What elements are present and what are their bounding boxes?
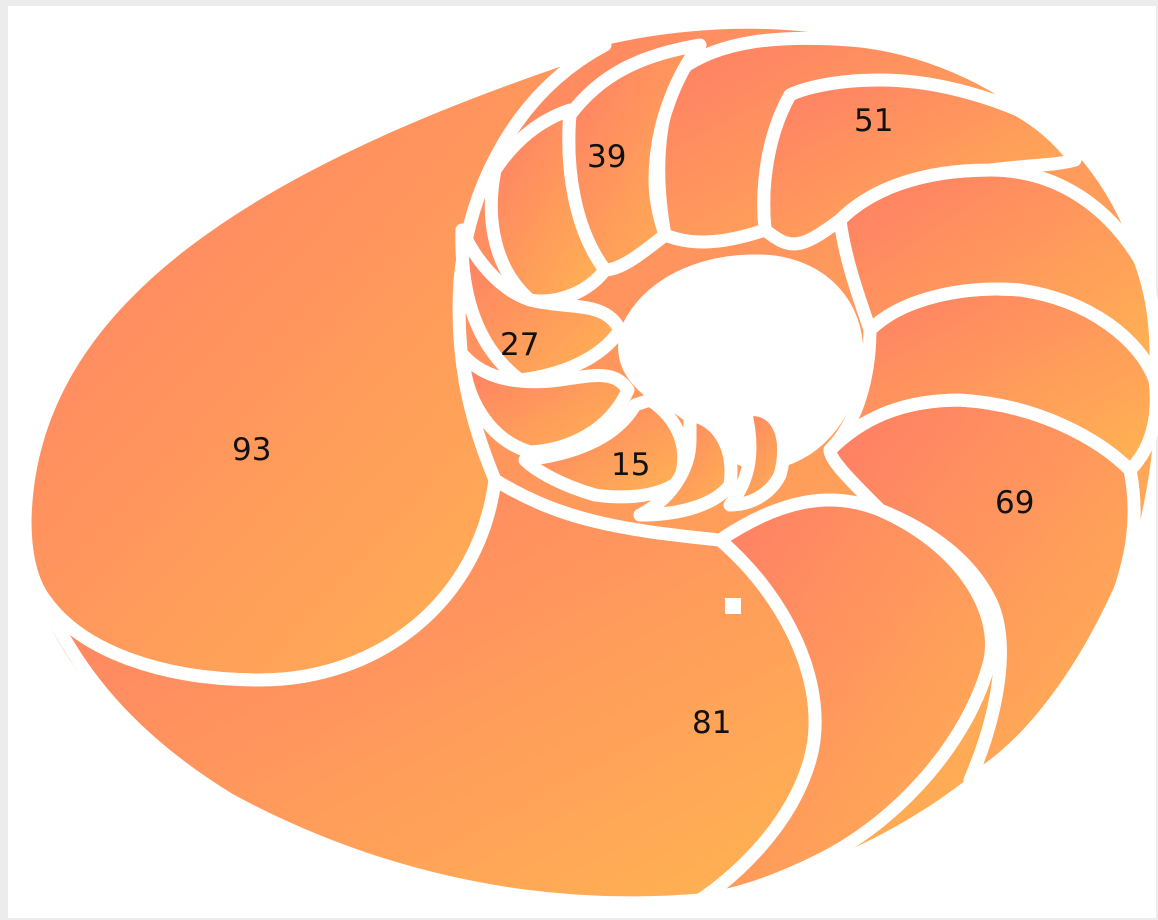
label-81: 81 bbox=[692, 705, 731, 741]
shell-center-hole bbox=[618, 254, 864, 470]
chamber-27 bbox=[455, 223, 627, 387]
label-51: 51 bbox=[854, 103, 893, 139]
label-69: 69 bbox=[995, 485, 1034, 521]
marker-dot bbox=[725, 598, 741, 614]
chamber-mid-small bbox=[456, 348, 635, 459]
label-15: 15 bbox=[611, 447, 650, 483]
label-27: 27 bbox=[500, 327, 539, 363]
chamber-tiny-1 bbox=[633, 408, 738, 522]
chamber-tiny-2 bbox=[723, 403, 791, 512]
label-39: 39 bbox=[587, 139, 626, 175]
label-93: 93 bbox=[232, 432, 271, 468]
